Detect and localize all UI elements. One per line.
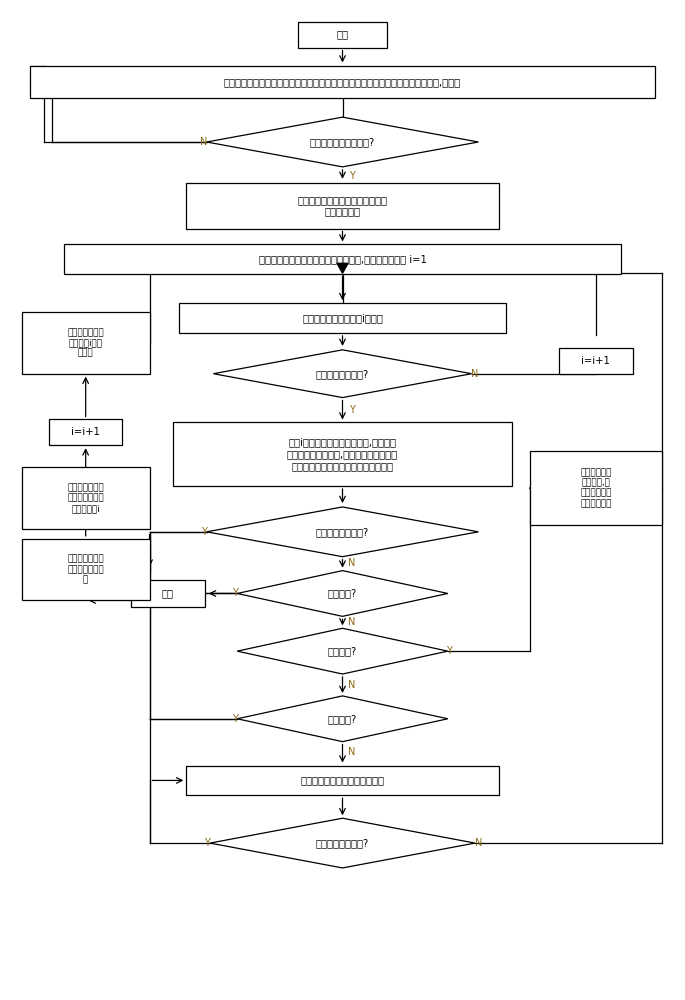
Text: Y: Y [349,405,355,415]
Bar [559,348,633,374]
Bar [22,312,149,374]
Bar [179,303,506,333]
Text: 读入该模块仿真模型信息并发送到
数据库中保存: 读入该模块仿真模型信息并发送到 数据库中保存 [297,195,388,216]
Text: 继续仿真?: 继续仿真? [328,714,357,724]
Polygon shape [207,507,478,557]
Polygon shape [237,571,448,616]
Text: 开始: 开始 [336,30,349,40]
Bar [186,766,499,795]
Text: 将第i步耦合输出传送到耦合器,通知耦合
器该层耦合仿真结束,并将必要的输出数据
保存到数据库以便仿真中断时进行恢复: 将第i步耦合输出传送到耦合器,通知耦合 器该层耦合仿真结束,并将必要的输出数据 … [287,438,398,471]
Polygon shape [237,696,448,742]
Text: i=i+1: i=i+1 [582,356,610,366]
Polygon shape [210,818,475,868]
Text: N: N [349,617,356,627]
Bar [22,539,149,600]
Text: 耦合数据准备完毕?: 耦合数据准备完毕? [316,838,369,848]
Text: Y: Y [445,646,451,656]
Text: N: N [471,369,478,379]
Text: 初始化仿真总步长、各层仿真控制步长,令仿真累计步长 i=1: 初始化仿真总步长、各层仿真控制步长,令仿真累计步长 i=1 [258,254,427,264]
Text: 结束: 结束 [162,588,174,598]
Text: Y: Y [349,171,355,181]
Polygon shape [237,628,448,674]
Bar [131,580,206,607]
Text: N: N [475,838,482,848]
Text: 从数据库或文件
中读取第i步所
需数据: 从数据库或文件 中读取第i步所 需数据 [67,328,104,358]
Bar [30,66,655,98]
Text: N: N [200,137,208,147]
Bar [186,183,499,229]
Text: Y: Y [204,838,210,848]
Text: 子系统仿真执行机启动?: 子系统仿真执行机启动? [310,137,375,147]
Polygon shape [207,117,478,167]
Text: Y: Y [232,588,238,598]
Text: 该层耦合仿真结束?: 该层耦合仿真结束? [316,369,369,379]
Text: Y: Y [201,527,207,537]
Text: 从数据库或文件
中获取上一次执
行的仿真步i: 从数据库或文件 中获取上一次执 行的仿真步i [67,483,104,513]
Bar [173,422,512,486]
Text: Y: Y [232,714,238,724]
Bar [299,22,386,48]
Text: 监听耦合器下一步耦合仿真指令: 监听耦合器下一步耦合仿真指令 [301,775,384,785]
Text: N: N [349,680,356,690]
Text: 从耦合器读取
耦合数据,并
更新本步仿真
输入边界条件: 从耦合器读取 耦合数据,并 更新本步仿真 输入边界条件 [580,468,612,508]
Bar [530,451,662,525]
Bar [22,467,149,529]
Text: 暂停仿真?: 暂停仿真? [328,646,357,656]
Text: 调用函数执行子系统第i步仿真: 调用函数执行子系统第i步仿真 [302,313,383,323]
Text: 整个系统仿真结束?: 整个系统仿真结束? [316,527,369,537]
Bar [49,419,123,445]
Bar [64,244,621,274]
Text: 停止仿真?: 停止仿真? [328,588,357,598]
Text: i=i+1: i=i+1 [71,427,100,437]
Text: N: N [349,747,356,757]
Polygon shape [337,263,348,273]
Polygon shape [214,350,471,398]
Text: N: N [349,558,356,568]
Text: 根据任务设置选
择相应的仿真模
块: 根据任务设置选 择相应的仿真模 块 [67,555,104,585]
Text: 代理模块根据任务调度信息从数据库下载相应的子系统仿真执行机模块及仿真模型,并启动: 代理模块根据任务调度信息从数据库下载相应的子系统仿真执行机模块及仿真模型,并启动 [224,77,461,87]
